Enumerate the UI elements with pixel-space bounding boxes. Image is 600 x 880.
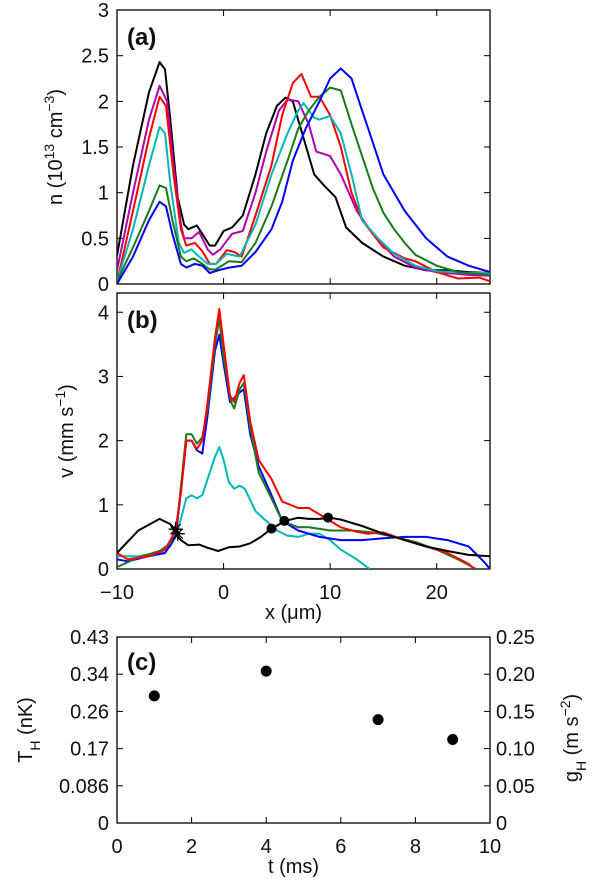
x-tick-label: 10 xyxy=(319,582,341,604)
y2-tick-label: 0.20 xyxy=(496,664,535,686)
y-tick-label: 3 xyxy=(98,0,109,22)
x-tick-label: 20 xyxy=(426,582,448,604)
x-axis-label: t (ms) xyxy=(268,856,319,878)
x-tick-label: 2 xyxy=(186,836,197,858)
y2-tick-label: 0.05 xyxy=(496,776,535,798)
data-point xyxy=(260,665,272,677)
series-line-green xyxy=(117,86,490,282)
y-axis-label: TH (nK) xyxy=(15,697,43,763)
data-point xyxy=(148,690,160,702)
y-tick-label: 0.17 xyxy=(70,739,109,761)
panel-label: (a) xyxy=(127,24,156,51)
series-line-red xyxy=(117,308,475,569)
y2-label-part: ) xyxy=(561,694,583,701)
plot-frame xyxy=(116,292,491,570)
y-tick-label: 1.5 xyxy=(81,137,109,159)
y-tick-label: 3 xyxy=(98,366,109,388)
asterisk-marker xyxy=(168,522,183,537)
y-label-part: n (10 xyxy=(45,159,67,205)
x-tick-label: 0 xyxy=(111,836,122,858)
x-tick-label: 10 xyxy=(479,836,501,858)
y-label-part: cm xyxy=(45,112,67,144)
series-line-blue xyxy=(117,67,490,284)
series-line-cyan xyxy=(117,102,490,282)
y2-tick-label: 0.10 xyxy=(496,739,535,761)
y-tick-label: 1 xyxy=(98,183,109,205)
dot-marker xyxy=(266,523,277,534)
y-label-part: v (mm s xyxy=(56,407,78,478)
x-tick-label: −10 xyxy=(100,582,134,604)
x-tick-label: 4 xyxy=(261,836,272,858)
dot-marker xyxy=(323,512,334,523)
y-tick-label: 0.26 xyxy=(70,701,109,723)
panel-label: (b) xyxy=(127,307,158,334)
y-tick-label: 2.5 xyxy=(81,46,109,68)
y-tick-label: 0.086 xyxy=(59,776,109,798)
y-tick-label: 0 xyxy=(98,559,109,581)
y-tick-label: 2 xyxy=(98,91,109,113)
asterisk-marker xyxy=(170,526,185,541)
y-tick-label: 2 xyxy=(98,431,109,453)
y2-tick-label: 0.15 xyxy=(496,701,535,723)
y2-label-part: H xyxy=(573,761,589,771)
panel-a: 0 0.5 1 1.5 2 2.5 3 (a) n (1013 cm−3) xyxy=(41,0,491,296)
y2-tick-label: 0.25 xyxy=(496,627,535,649)
dot-marker xyxy=(279,515,290,526)
series-line-black xyxy=(117,61,490,274)
series-line-magenta xyxy=(117,84,490,277)
data-point xyxy=(447,734,459,746)
panel-c: 0 2 4 6 8 100 00.086 0.050.17 0.100.26 0.150.34 0.… xyxy=(15,627,589,878)
x-tick-label: 0 xyxy=(218,582,229,604)
y-label-part: −3 xyxy=(41,95,57,111)
series-line-cyan xyxy=(117,446,371,569)
x-tick-label: 8 xyxy=(410,836,421,858)
y-axis-label: v (mm s−1) xyxy=(52,384,78,478)
y-tick-label: 0.34 xyxy=(70,664,109,686)
y-tick-label: 0 xyxy=(98,274,109,296)
y-label-part: H xyxy=(27,741,43,751)
series-line-red xyxy=(117,72,490,283)
y2-tick-label: 0 xyxy=(496,813,507,835)
y-tick-label: 0 xyxy=(98,813,109,835)
data-point xyxy=(372,714,384,726)
y2-label-part: −2 xyxy=(557,700,573,716)
y-label-part: ) xyxy=(56,384,78,391)
y-tick-label: 0.43 xyxy=(70,627,109,649)
y-tick-label: 0.5 xyxy=(81,228,109,250)
plot-frame xyxy=(116,636,491,824)
y-label-part: −1 xyxy=(52,391,68,407)
y-label-part: (nK) xyxy=(15,697,37,740)
x-axis-label: x (μm) xyxy=(265,602,322,624)
x-tick-label: 6 xyxy=(335,836,346,858)
y2-axis-label: gH (m s−2) xyxy=(557,694,589,782)
y-label-part: ) xyxy=(45,89,67,96)
y-tick-label: 1 xyxy=(98,495,109,517)
y2-label-part: (m s xyxy=(561,716,583,760)
series-line-green xyxy=(117,317,477,569)
panel-label: (c) xyxy=(127,649,156,676)
y-tick-label: 4 xyxy=(98,302,109,324)
y2-label-part: g xyxy=(561,771,583,782)
y-label-part: T xyxy=(15,751,37,763)
y-axis-label: n (1013 cm−3) xyxy=(41,89,67,205)
y-label-part: 13 xyxy=(41,144,57,160)
